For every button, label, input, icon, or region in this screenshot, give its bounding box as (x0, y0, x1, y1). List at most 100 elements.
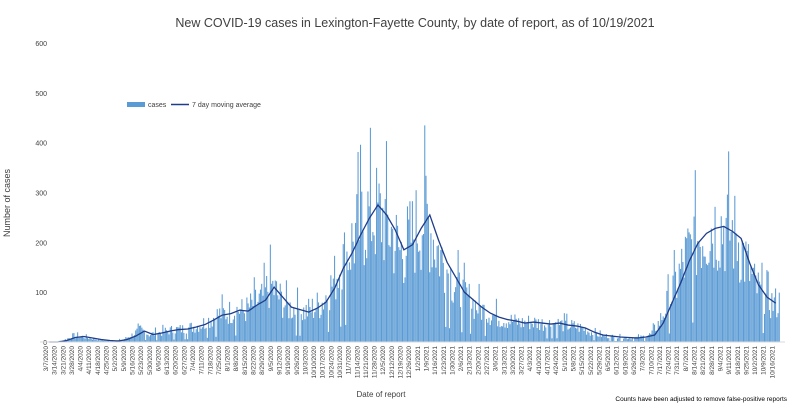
bar (445, 327, 446, 342)
x-tick-label: 6/27/2020 (181, 346, 188, 375)
bar (283, 307, 284, 342)
bar (458, 250, 459, 342)
bar (371, 241, 372, 342)
bar (607, 338, 608, 342)
bar (295, 315, 296, 342)
bar (456, 277, 457, 342)
legend-label-average: 7 day moving average (192, 102, 261, 109)
x-tick-label: 3/6/2021 (493, 346, 500, 372)
bar (234, 316, 235, 342)
bar (324, 302, 325, 342)
x-tick-label: 2/6/2021 (458, 346, 465, 372)
x-tick-label: 6/5/2021 (605, 346, 612, 372)
bar (523, 327, 524, 342)
bar (387, 215, 388, 342)
bar (719, 268, 720, 342)
bar (545, 327, 546, 342)
bar (208, 318, 209, 342)
bar (230, 323, 231, 342)
bar (632, 338, 633, 342)
bar (232, 323, 233, 342)
bar (475, 301, 476, 342)
x-tick-label: 9/5/2020 (268, 346, 275, 372)
bar (713, 268, 714, 342)
bar (338, 288, 339, 342)
bar (223, 308, 224, 342)
bar (264, 263, 265, 342)
bar (774, 297, 775, 342)
x-tick-label: 5/2/2020 (112, 346, 119, 372)
bar (690, 234, 691, 342)
bar (306, 305, 307, 342)
x-tick-label: 8/28/2021 (709, 346, 716, 375)
bar (581, 327, 582, 342)
bar (235, 336, 236, 342)
bar (281, 292, 282, 342)
bar (563, 331, 564, 342)
bar (618, 338, 619, 342)
bar (339, 275, 340, 342)
x-tick-label: 7/11/2020 (199, 346, 206, 375)
bar (349, 262, 350, 342)
bar (212, 327, 213, 342)
bar (345, 325, 346, 342)
bar (467, 296, 468, 342)
y-tick-label: 400 (35, 141, 47, 148)
bar (152, 332, 153, 342)
bar (724, 271, 725, 342)
bar (778, 313, 779, 342)
bar (144, 331, 145, 342)
x-tick-label: 5/9/2020 (121, 346, 128, 372)
x-tick-label: 11/28/2020 (372, 346, 379, 378)
bar (528, 316, 529, 342)
bar (169, 334, 170, 342)
bar (372, 232, 373, 342)
x-tick-label: 8/21/2021 (700, 346, 707, 375)
bar (776, 317, 777, 342)
bar (490, 325, 491, 342)
bar (548, 325, 549, 342)
bar (278, 299, 279, 342)
bar (250, 293, 251, 342)
bar (649, 333, 650, 342)
bar (430, 233, 431, 342)
bar (217, 309, 218, 342)
bar (600, 330, 601, 342)
bar (245, 321, 246, 342)
bar (617, 338, 618, 342)
bar (316, 309, 317, 342)
bar (601, 337, 602, 342)
bar (421, 270, 422, 342)
bar (439, 276, 440, 342)
bar (419, 251, 420, 342)
bar (328, 332, 329, 342)
bar (570, 327, 571, 342)
bar (547, 338, 548, 342)
x-tick-label: 9/26/2020 (294, 346, 301, 375)
legend-label-cases: cases (148, 102, 167, 109)
bar (509, 324, 510, 342)
bar (555, 322, 556, 342)
bar (566, 314, 567, 342)
bar (695, 170, 696, 342)
x-tick-label: 7/25/2020 (216, 346, 223, 375)
bar (519, 323, 520, 342)
bar (343, 244, 344, 342)
bar (480, 306, 481, 342)
bar (553, 323, 554, 342)
bar (386, 141, 387, 342)
bar (537, 328, 538, 342)
bar (297, 288, 298, 342)
x-tick-label: 4/11/2020 (86, 346, 93, 375)
bar (589, 333, 590, 342)
bar (470, 334, 471, 342)
y-tick-label: 200 (35, 240, 47, 247)
bar (732, 220, 733, 342)
x-tick-label: 3/20/2021 (510, 346, 517, 375)
bar (292, 318, 293, 342)
bar (408, 220, 409, 342)
x-tick-label: 7/17/2021 (657, 346, 664, 375)
bar (160, 333, 161, 342)
bar (743, 243, 744, 342)
y-axis-label: Number of cases (2, 168, 12, 237)
